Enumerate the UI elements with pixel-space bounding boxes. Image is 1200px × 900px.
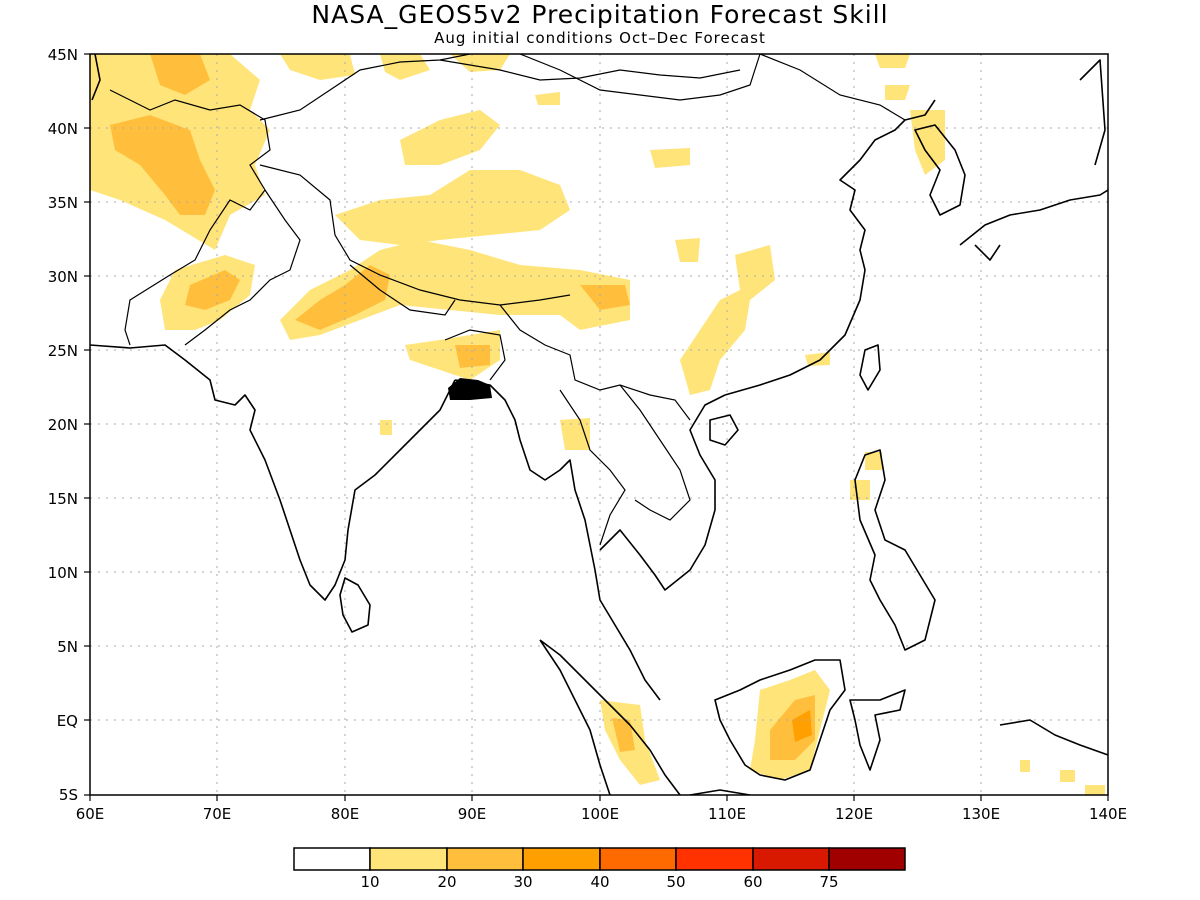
skill-area-borneo-core [770,695,815,760]
x-tick-label: 90E [457,805,487,823]
coast-taiwan [859,344,881,391]
skill-area-central-asia-core [110,54,215,215]
skill-area-bengal [405,330,500,380]
skill-area-borneo-peak [792,710,812,742]
country-borders [109,54,906,546]
border-burma-thai [559,389,626,546]
skill-area-tarim [400,110,500,165]
coast-hainan [709,414,739,446]
x-tick-label: 120E [834,805,874,823]
coast-sumatra [539,639,681,795]
coast-new-guinea [999,719,1108,756]
border-burma-china [499,304,691,421]
coast-sulawesi [849,689,906,771]
border-india-pakistan [184,189,301,346]
x-tick-label: 80E [330,805,360,823]
border-himalaya-north [259,164,571,306]
border-nepal [349,264,456,316]
map-title: NASA_GEOS5v2 Precipitation Forecast Skil… [311,0,889,29]
coast-japan [959,59,1108,261]
coast-myanmar-malay [454,379,661,701]
skill-area-misc [380,54,945,500]
skill-area-himalaya [280,240,630,340]
y-tick-label: 15N [47,490,78,508]
map-subtitle: Aug initial conditions Oct–Dec Forecast [434,29,766,47]
tick-marks [84,53,1109,801]
coast-indochina [599,394,726,591]
colorbar [293,847,906,871]
colorbar-swatch [752,847,830,871]
y-tick-label: EQ [56,712,78,730]
x-tick-label: 110E [707,805,747,823]
y-tick-label: 5N [57,638,78,656]
colorbar-swatch [599,847,677,871]
border-laos-vietnam [619,384,691,521]
skill-area-bengal-core [455,345,490,368]
colorbar-swatch [293,847,371,871]
coast-java [689,789,751,795]
coast-philippines [854,449,936,651]
colorbar-label: 40 [590,873,610,891]
y-tick-label: 30N [47,268,78,286]
x-tick-label: 70E [202,805,232,823]
skill-area-tibet [335,170,570,245]
x-tick-label: 130E [961,805,1001,823]
skill-area-east-indonesia [1020,760,1105,795]
colorbar-swatch [522,847,601,871]
y-tick-label: 10N [47,564,78,582]
colorbar-label: 30 [513,873,533,891]
colorbar-swatch [369,847,448,871]
border-bangladesh [444,329,506,381]
coast-korea [914,124,966,216]
coast-caspian [91,54,101,101]
border-china-north-east [759,54,906,121]
skill-area-north-strip [280,54,690,168]
x-tick-label: 140E [1088,805,1128,823]
skill-area-south-china [680,245,775,395]
colorbar-swatch [828,847,906,871]
y-tick-label: 25N [47,342,78,360]
coast-south-china [724,99,936,396]
colorbar-swatch [675,847,754,871]
y-tick-label: 20N [47,416,78,434]
colorbar-label: 20 [437,873,457,891]
y-tick-label: 35N [47,194,78,212]
y-tick-label: 45N [47,46,78,64]
skill-area-nw-india-core [185,270,240,310]
skill-area-sumatra-core [612,718,635,752]
skill-shading [90,54,1105,795]
coast-india [90,344,456,601]
colorbar-label: 75 [819,873,839,891]
ganges-delta [448,378,492,400]
coastlines [90,54,1108,795]
colorbar-label: 60 [743,873,763,891]
border-mongolia-south [439,59,741,81]
y-tick-label: 5S [58,786,78,804]
coast-borneo [714,659,846,781]
y-tick-label: 40N [47,120,78,138]
skill-area-himalaya-core [295,265,630,330]
coast-sri-lanka [339,577,371,633]
x-tick-label: 60E [75,805,105,823]
colorbar-swatch [446,847,524,871]
colorbar-label: 50 [666,873,686,891]
colorbar-label: 10 [360,873,380,891]
x-tick-label: 100E [580,805,620,823]
